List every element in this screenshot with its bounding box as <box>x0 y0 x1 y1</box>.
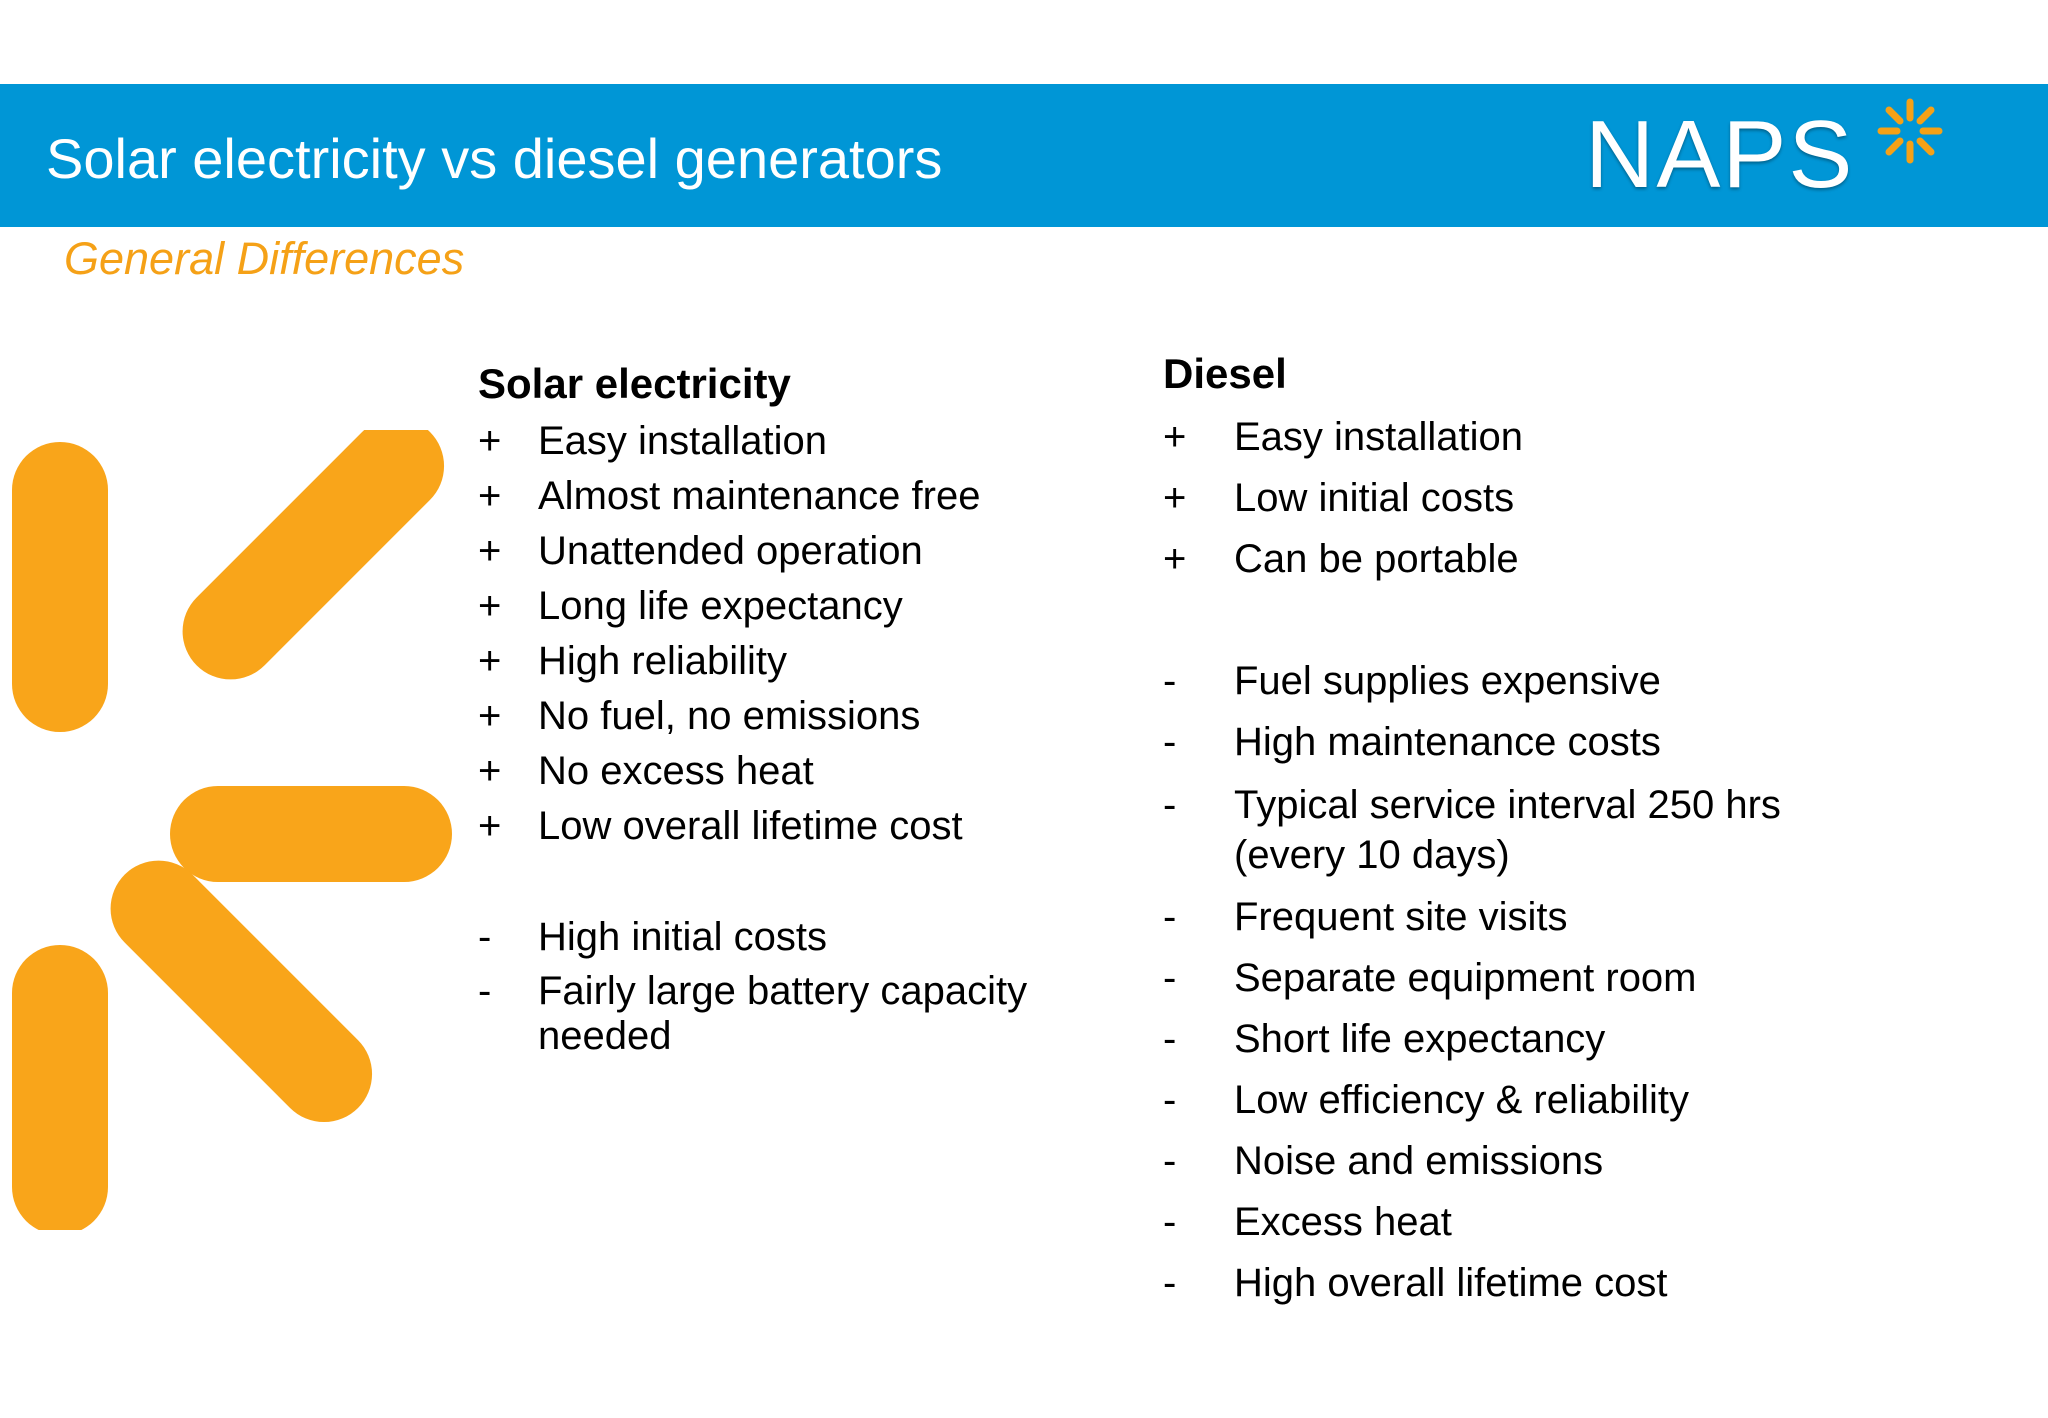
item-text: High overall lifetime cost <box>1234 1261 1668 1305</box>
list-item: - Low efficiency & reliability <box>1163 1077 1781 1124</box>
item-text-line1: Typical service interval 250 hrs <box>1234 783 1781 827</box>
slide-subtitle: General Differences <box>64 233 465 284</box>
plus-bullet: + <box>478 474 502 518</box>
item-text-line2: (every 10 days) <box>1234 833 1510 877</box>
item-text-line1: Fairly large battery capacity <box>538 969 1028 1013</box>
list-item: + No excess heat <box>478 748 1027 795</box>
minus-bullet: - <box>1163 1200 1177 1244</box>
list-item: + Unattended operation <box>478 528 1027 575</box>
item-text: Long life expectancy <box>538 584 903 628</box>
plus-bullet: + <box>478 584 502 628</box>
list-item: - Frequent site visits <box>1163 894 1781 941</box>
slide-title: Solar electricity vs diesel generators <box>46 127 943 190</box>
list-item: - Fairly large battery capacity needed <box>478 969 1027 1059</box>
list-item: + No fuel, no emissions <box>478 693 1027 740</box>
plus-bullet: + <box>1163 415 1187 459</box>
item-text: High initial costs <box>538 915 828 959</box>
item-text: Short life expectancy <box>1234 1017 1606 1061</box>
plus-bullet: + <box>478 419 502 463</box>
minus-bullet: - <box>1163 659 1177 703</box>
minus-bullet: - <box>1163 1017 1177 1061</box>
list-item: + Can be portable <box>1163 536 1781 583</box>
minus-bullet: - <box>1163 1261 1177 1305</box>
plus-bullet: + <box>478 639 502 683</box>
item-text: High reliability <box>538 639 787 683</box>
logo-text: NAPS <box>1585 101 1855 208</box>
list-item: + Low initial costs <box>1163 475 1781 522</box>
minus-bullet: - <box>1163 783 1177 827</box>
minus-bullet: - <box>1163 720 1177 764</box>
list-item: - Typical service interval 250 hrs (every … <box>1163 780 1781 880</box>
minus-bullet: - <box>478 915 492 959</box>
item-text: Low efficiency & reliability <box>1234 1078 1690 1122</box>
list-item: - Fuel supplies expensive <box>1163 658 1781 705</box>
item-text: Easy installation <box>1234 415 1524 459</box>
plus-bullet: + <box>1163 476 1187 520</box>
item-text: Low overall lifetime cost <box>538 804 963 848</box>
item-text: Easy installation <box>538 419 828 463</box>
header-bar <box>0 84 2048 227</box>
item-text-line2: needed <box>538 1014 672 1058</box>
list-item: + Long life expectancy <box>478 583 1027 630</box>
list-item: + Almost maintenance free <box>478 473 1027 520</box>
item-text: Fuel supplies expensive <box>1234 659 1661 703</box>
list-item: - High overall lifetime cost <box>1163 1260 1781 1307</box>
minus-bullet: - <box>478 969 492 1013</box>
list-item: - Noise and emissions <box>1163 1138 1781 1185</box>
list-item: + Easy installation <box>1163 414 1781 461</box>
item-text: Unattended operation <box>538 529 923 573</box>
minus-bullet: - <box>1163 1078 1177 1122</box>
list-item: - Short life expectancy <box>1163 1016 1781 1063</box>
plus-bullet: + <box>478 804 502 848</box>
sunburst-decoration <box>12 430 452 1230</box>
item-text: Almost maintenance free <box>538 474 981 518</box>
minus-bullet: - <box>1163 1139 1177 1183</box>
list-item: + Low overall lifetime cost <box>478 803 1027 850</box>
sun-star-icon <box>1877 98 1943 164</box>
plus-bullet: + <box>478 529 502 573</box>
item-text: No excess heat <box>538 749 814 793</box>
solar-column: Solar electricity + Easy installation + Al… <box>478 358 1027 1059</box>
list-item: + High reliability <box>478 638 1027 685</box>
list-item: - High maintenance costs <box>1163 719 1781 766</box>
item-text: Noise and emissions <box>1234 1139 1604 1183</box>
plus-bullet: + <box>1163 537 1187 581</box>
item-text: Excess heat <box>1234 1200 1452 1244</box>
solar-heading: Solar electricity <box>478 360 791 407</box>
minus-bullet: - <box>1163 956 1177 1000</box>
list-item: - Separate equipment room <box>1163 955 1781 1002</box>
item-text: Can be portable <box>1234 537 1519 581</box>
item-text: Frequent site visits <box>1234 895 1568 939</box>
diesel-column: Diesel + Easy installation + Low initial c… <box>1163 348 1781 1307</box>
diesel-heading: Diesel <box>1163 350 1287 397</box>
minus-bullet: - <box>1163 895 1177 939</box>
item-text: High maintenance costs <box>1234 720 1661 764</box>
plus-bullet: + <box>478 749 502 793</box>
list-item: - High initial costs <box>478 914 1027 961</box>
item-text: Separate equipment room <box>1234 956 1697 1000</box>
item-text: No fuel, no emissions <box>538 694 921 738</box>
plus-bullet: + <box>478 694 502 738</box>
list-item: - Excess heat <box>1163 1199 1781 1246</box>
naps-logo: NAPS <box>1585 92 1955 212</box>
list-item: + Easy installation <box>478 418 1027 465</box>
item-text: Low initial costs <box>1234 476 1515 520</box>
